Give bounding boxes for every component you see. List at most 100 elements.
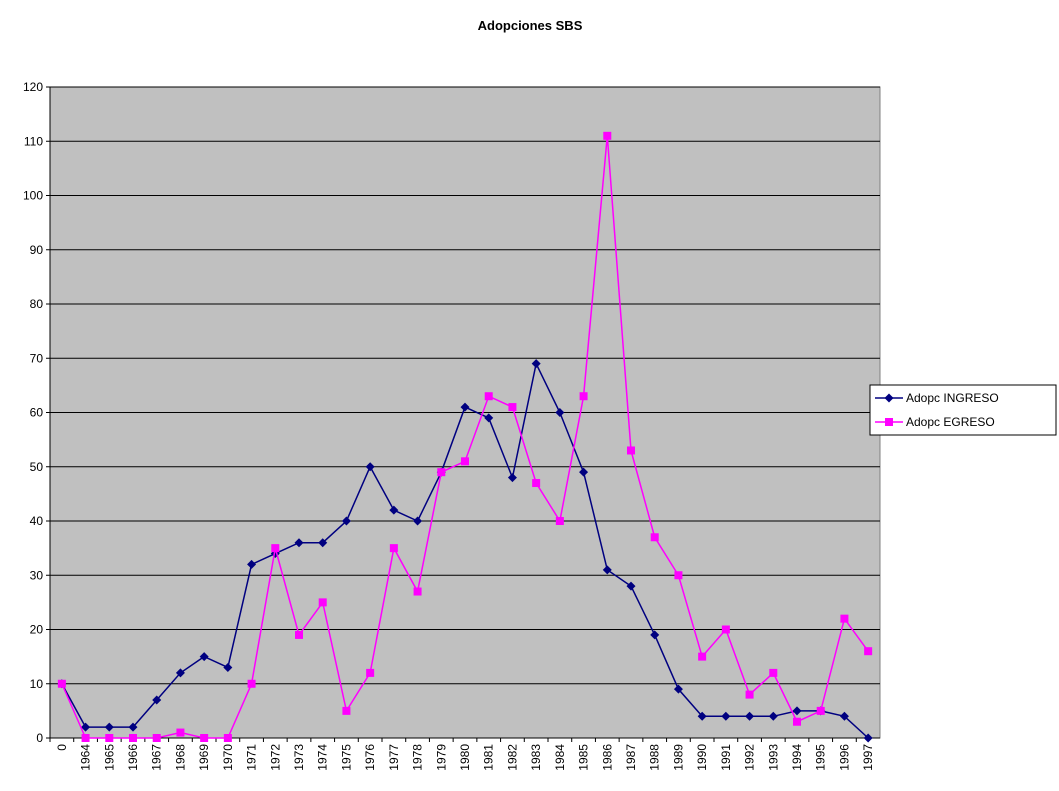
point [318, 598, 327, 607]
point [341, 516, 351, 526]
point [223, 734, 232, 742]
y-tick-label: 90 [30, 243, 44, 257]
point [105, 734, 114, 742]
y-tick-label: 120 [23, 80, 43, 94]
point [579, 392, 588, 401]
point [768, 711, 778, 721]
point [247, 679, 256, 688]
point [721, 625, 730, 634]
x-tick-label: 1982 [505, 744, 519, 771]
point [389, 544, 398, 553]
point [484, 413, 494, 423]
y-tick-label: 40 [30, 514, 44, 528]
x-tick-label: 1986 [600, 744, 614, 771]
y-tick-label: 10 [30, 677, 44, 691]
x-tick-label: 1979 [434, 744, 448, 771]
y-tick-label: 70 [30, 351, 44, 365]
point [199, 652, 209, 662]
point [366, 668, 375, 677]
point [461, 457, 469, 466]
point [650, 533, 659, 542]
point [413, 516, 423, 526]
point [342, 706, 351, 715]
point [674, 571, 683, 580]
x-tick-label: 1980 [458, 744, 472, 771]
point [223, 662, 233, 672]
x-tick-label: 1985 [577, 744, 591, 771]
point [389, 505, 399, 515]
x-tick-label: 1966 [126, 744, 140, 771]
y-tick-label: 100 [23, 189, 43, 203]
point [839, 711, 849, 721]
x-tick-label: 1967 [150, 744, 164, 771]
x-tick-label: 1964 [79, 744, 93, 771]
point [413, 587, 422, 596]
point [650, 630, 660, 640]
point [81, 734, 90, 742]
point [175, 668, 185, 678]
y-tick-label: 60 [30, 406, 44, 420]
x-tick-label: 1977 [387, 744, 401, 771]
point [200, 734, 209, 742]
x-tick-label: 1989 [671, 744, 685, 771]
x-tick-label: 1992 [743, 744, 757, 771]
point [531, 359, 541, 369]
point [697, 711, 707, 721]
x-tick-label: 1969 [197, 744, 211, 771]
x-tick-label: 1976 [363, 744, 377, 771]
x-tick-label: 1972 [268, 744, 282, 771]
point [792, 706, 802, 716]
point [579, 467, 589, 477]
point [294, 538, 304, 548]
point [176, 728, 185, 737]
x-tick-label: 1988 [648, 744, 662, 771]
x-tick-label: 1996 [837, 744, 851, 771]
point [864, 647, 873, 656]
x-tick-label: 1968 [173, 744, 187, 771]
point [460, 402, 470, 412]
point [152, 695, 162, 705]
point [365, 462, 375, 472]
point [247, 559, 257, 569]
point [863, 733, 873, 743]
point [816, 706, 825, 715]
x-tick-label: 1987 [624, 744, 638, 771]
y-tick-label: 50 [30, 460, 44, 474]
point [745, 711, 755, 721]
x-tick-label: 1973 [292, 744, 306, 771]
point [484, 392, 493, 401]
x-tick-label: 1984 [553, 744, 567, 771]
point [318, 538, 328, 548]
y-tick-label: 80 [30, 297, 44, 311]
x-tick-label: 1983 [529, 744, 543, 771]
x-tick-label: 1975 [339, 744, 353, 771]
x-tick-label: 1970 [221, 744, 235, 771]
point [507, 473, 517, 483]
point [721, 711, 731, 721]
legend-marker [885, 418, 893, 426]
x-tick-label: 1965 [102, 744, 116, 771]
x-tick-label: 0 [55, 744, 69, 751]
x-tick-label: 1995 [814, 744, 828, 771]
point [673, 684, 683, 694]
point [626, 581, 636, 591]
point [295, 630, 303, 639]
point [129, 734, 137, 742]
point [555, 517, 564, 525]
legend-label: Adopc INGRESO [906, 391, 999, 405]
point [152, 734, 161, 742]
point [603, 131, 612, 140]
point [698, 652, 707, 661]
x-tick-label: 1997 [861, 744, 875, 771]
x-tick-label: 1974 [316, 744, 330, 771]
point [57, 679, 66, 688]
point [555, 408, 565, 417]
point [602, 565, 612, 575]
point [104, 722, 114, 732]
x-tick-label: 1978 [411, 744, 425, 771]
x-tick-label: 1971 [245, 744, 259, 771]
x-tick-label: 1994 [790, 744, 804, 771]
y-tick-label: 0 [36, 731, 43, 745]
y-tick-label: 30 [30, 568, 44, 582]
